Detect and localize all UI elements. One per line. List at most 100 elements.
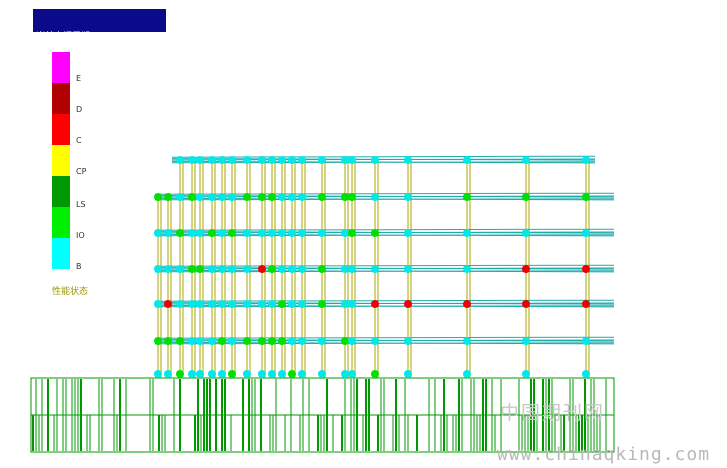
hinge-b [404,229,412,237]
hinge-b [371,193,379,201]
hinge-b [243,229,251,237]
hinge-b [348,337,356,345]
hinge-b [404,156,412,164]
hinge-b [208,300,216,308]
hinge-b [258,156,266,164]
hinge-b [341,300,349,308]
hinge-b [582,229,590,237]
hinge-c [164,300,172,308]
hinge-io [164,337,172,345]
hinge-b [176,300,184,308]
hinge-base [188,370,196,378]
hinge-io [278,337,286,345]
hinge-b [371,156,379,164]
hinge-io [243,337,251,345]
hinge-b [196,156,204,164]
hinge-b [298,265,306,273]
hinge-b [522,156,530,164]
hinge-b [154,265,162,273]
hinge-io [341,193,349,201]
hinge-b [164,265,172,273]
hinge-base [164,370,172,378]
hinge-b [522,229,530,237]
hinge-b [463,156,471,164]
hinge-b [522,337,530,345]
hinge-b [243,265,251,273]
legend-swatch-ls [52,176,70,207]
hinge-b [348,156,356,164]
hinge-b [288,229,296,237]
hinge-io [154,193,162,201]
hinge-io [268,337,276,345]
hinge-b [196,229,204,237]
hinge-b [176,156,184,164]
hinge-c [522,265,530,273]
hinge-base [176,370,184,378]
hinge-base [463,370,471,378]
hinge-io [188,193,196,201]
hinge-io [522,193,530,201]
hinge-c [371,300,379,308]
hinge-b [218,265,226,273]
legend-label-c: C [76,136,82,145]
hinge-b [154,229,162,237]
hinge-io [278,300,286,308]
hinge-c [522,300,530,308]
hinge-b [176,193,184,201]
hinge-b [278,229,286,237]
hinge-base [318,370,326,378]
hinge-io [371,229,379,237]
hinge-b [154,300,162,308]
hinge-b [243,300,251,308]
foundation-piles [30,377,615,453]
hinge-b [348,265,356,273]
hinge-base [348,370,356,378]
legend-swatch-io [52,207,70,238]
hinge-io [463,193,471,201]
hinge-io [176,337,184,345]
hinge-b [278,265,286,273]
hinge-base [208,370,216,378]
hinge-b [188,156,196,164]
hinge-b [463,229,471,237]
hinge-base [228,370,236,378]
hinge-b [288,265,296,273]
hinge-base [298,370,306,378]
hinge-b [218,229,226,237]
hinge-b [196,337,204,345]
hinge-b [208,265,216,273]
hinge-b [243,156,251,164]
hinge-base [371,370,379,378]
hinge-b [218,300,226,308]
hinge-io [258,193,266,201]
legend-swatch-b [52,238,70,269]
hinge-b [288,300,296,308]
hinge-base [522,370,530,378]
hinge-b [228,193,236,201]
hinge-base [196,370,204,378]
current-period-label: 当前自振周期: 1 - 9 [36,32,134,42]
hinge-b [278,156,286,164]
hinge-b [463,337,471,345]
hinge-b [176,265,184,273]
hinge-b [318,156,326,164]
hinge-b [218,193,226,201]
legend-swatch-d [52,83,70,114]
hinge-io [208,229,216,237]
legend-swatch-e [52,52,70,83]
hinge-b [188,229,196,237]
legend-label-io: IO [76,231,85,240]
hinge-b [164,229,172,237]
hinge-b [298,156,306,164]
hinge-b [188,337,196,345]
hinge-b [318,337,326,345]
hinge-b [196,300,204,308]
hinge-io [348,193,356,201]
legend-swatch-c [52,114,70,145]
hinge-io [196,265,204,273]
hinge-b [208,156,216,164]
hinge-b [218,156,226,164]
hinge-io [154,337,162,345]
hinge-b [582,337,590,345]
hinge-io [318,300,326,308]
